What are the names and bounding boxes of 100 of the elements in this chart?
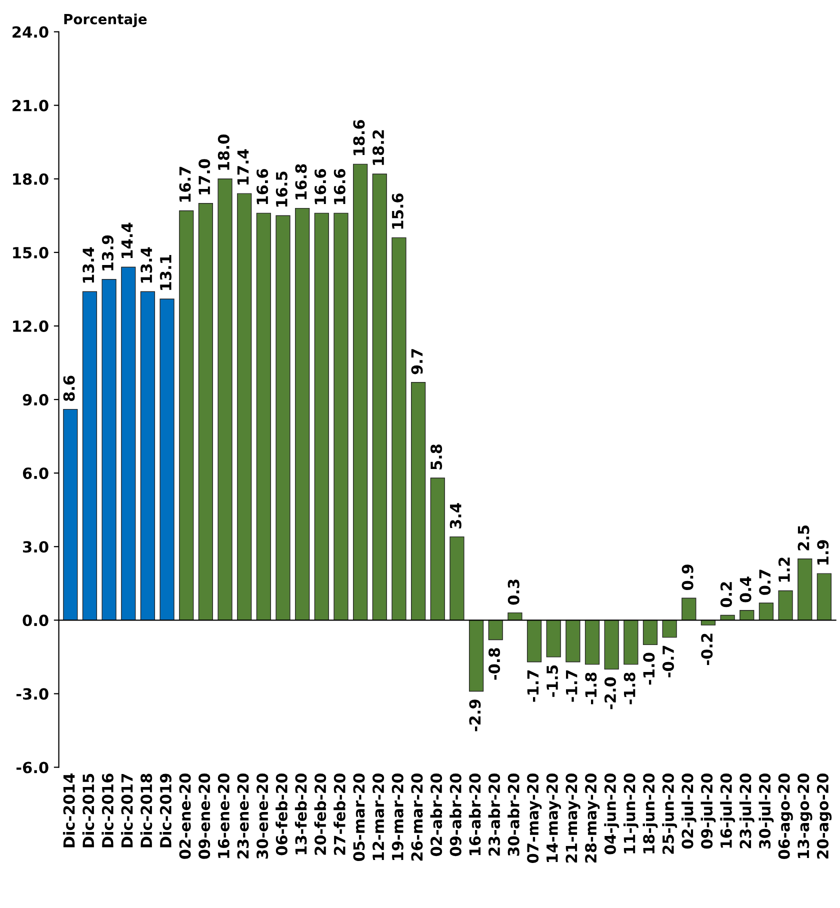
x-tick-label: 21-may-20 — [566, 774, 580, 863]
bar — [179, 210, 194, 621]
data-label: 2.5 — [798, 526, 810, 550]
x-tick-label: 19-mar-20 — [392, 774, 404, 860]
data-label: 16.8 — [295, 164, 307, 200]
data-label: 0.2 — [720, 582, 732, 608]
bar — [778, 590, 793, 621]
y-tick-label: 12.0 — [13, 320, 48, 332]
data-label: -1.7 — [566, 670, 578, 702]
data-label: -1.5 — [546, 665, 558, 697]
x-tick-label: 23-jul-20 — [739, 774, 754, 848]
x-tick-label: 30-ene-20 — [256, 774, 268, 859]
data-label: 17.4 — [237, 149, 249, 185]
data-label: 1.2 — [778, 558, 790, 582]
x-tick-label: 25-jun-20 — [662, 774, 678, 854]
x-tick-label: 20-feb-20 — [314, 774, 326, 855]
x-tick-label: Dic-2016 — [102, 774, 114, 848]
y-tick-label: 3.0 — [23, 541, 48, 553]
data-label: -2.9 — [469, 700, 481, 732]
x-tick-label: 02-abr-20 — [430, 774, 442, 856]
data-label: 13.4 — [82, 247, 94, 283]
bar — [295, 208, 310, 621]
x-tick-label: 18-jun-20 — [642, 774, 658, 854]
bar — [353, 164, 368, 621]
data-label: 15.6 — [392, 193, 404, 229]
data-label: -1.8 — [624, 672, 636, 704]
data-label: 16.7 — [179, 166, 191, 202]
bar — [682, 598, 696, 621]
data-label: -1.7 — [527, 670, 538, 702]
data-label: 0.3 — [508, 580, 520, 605]
data-label: 13.1 — [160, 255, 172, 290]
y-tick-label: -3.0 — [16, 688, 48, 700]
x-tick-label: 14-may-20 — [546, 774, 561, 862]
data-label: -1.8 — [585, 672, 597, 704]
y-tick-label: 6.0 — [22, 468, 48, 480]
bar — [140, 291, 156, 621]
bar — [218, 178, 232, 621]
bar — [526, 620, 542, 662]
data-label: -2.0 — [604, 677, 616, 710]
data-label: 5.8 — [430, 444, 442, 470]
data-label: 1.9 — [817, 540, 829, 565]
bar — [198, 203, 214, 621]
bar — [121, 266, 136, 621]
y-tick-label: 18.0 — [13, 173, 48, 185]
data-label: 18.2 — [372, 130, 384, 165]
y-tick-label: 24.0 — [12, 26, 48, 38]
data-label: -0.7 — [662, 646, 674, 678]
bar — [758, 602, 774, 621]
x-tick-label: 16-jul-20 — [720, 774, 736, 848]
bar — [798, 558, 812, 621]
data-label: -1.0 — [643, 652, 655, 685]
bar — [314, 212, 329, 621]
data-label: 0.9 — [682, 564, 694, 590]
bar — [816, 573, 832, 621]
y-tick-label: 9.0 — [22, 394, 48, 406]
x-tick-label: Dic-2014 — [63, 774, 75, 848]
bar — [450, 536, 464, 621]
bar — [604, 620, 619, 670]
data-label: 0.7 — [759, 570, 771, 595]
x-tick-label: 26-mar-20 — [411, 774, 423, 861]
x-tick-label: 04-jun-20 — [604, 774, 620, 854]
y-tick-label: 0.0 — [22, 614, 48, 626]
x-tick-label: 02-jul-20 — [681, 774, 696, 849]
data-label: 8.6 — [63, 376, 75, 402]
bar — [256, 212, 271, 621]
y-tick-label: 15.0 — [13, 246, 48, 258]
y-tick-label: -6.0 — [16, 762, 48, 774]
bar — [160, 298, 174, 621]
x-tick-label: 23-abr-20 — [488, 774, 500, 856]
bar — [566, 620, 580, 662]
bar — [63, 408, 78, 621]
x-tick-label: 09-jul-20 — [700, 774, 716, 849]
bar — [392, 237, 406, 621]
data-label: 16.6 — [256, 168, 268, 204]
x-tick-label: 09-ene-20 — [198, 774, 210, 859]
x-tick-label: 09-abr-20 — [450, 774, 462, 856]
data-label: 13.9 — [102, 235, 114, 270]
bar — [411, 382, 426, 621]
bar — [488, 620, 503, 640]
data-label: 16.5 — [276, 172, 288, 207]
bar — [624, 620, 638, 665]
bar — [740, 610, 754, 621]
x-tick-label: Dic-2019 — [160, 774, 172, 848]
x-tick-label: 20-ago-20 — [816, 774, 832, 859]
data-label: 16.6 — [334, 168, 346, 204]
bar — [237, 193, 252, 621]
bar — [372, 174, 387, 621]
bar — [102, 279, 116, 621]
y-axis-title: Porcentaje — [64, 14, 147, 28]
x-tick-label: 11-jun-20 — [623, 774, 638, 854]
bar — [334, 212, 348, 621]
x-tick-label: 16-ene-20 — [218, 774, 230, 858]
x-tick-label: 12-mar-20 — [372, 774, 384, 860]
data-label: -0.8 — [488, 648, 500, 680]
x-tick-label: 16-abr-20 — [468, 774, 481, 856]
x-tick-label: 13-ago-20 — [798, 774, 812, 858]
y-tick-label: 21.0 — [12, 100, 48, 112]
bar — [642, 620, 658, 646]
data-label: -0.2 — [701, 634, 713, 665]
data-label: 16.6 — [314, 168, 326, 204]
